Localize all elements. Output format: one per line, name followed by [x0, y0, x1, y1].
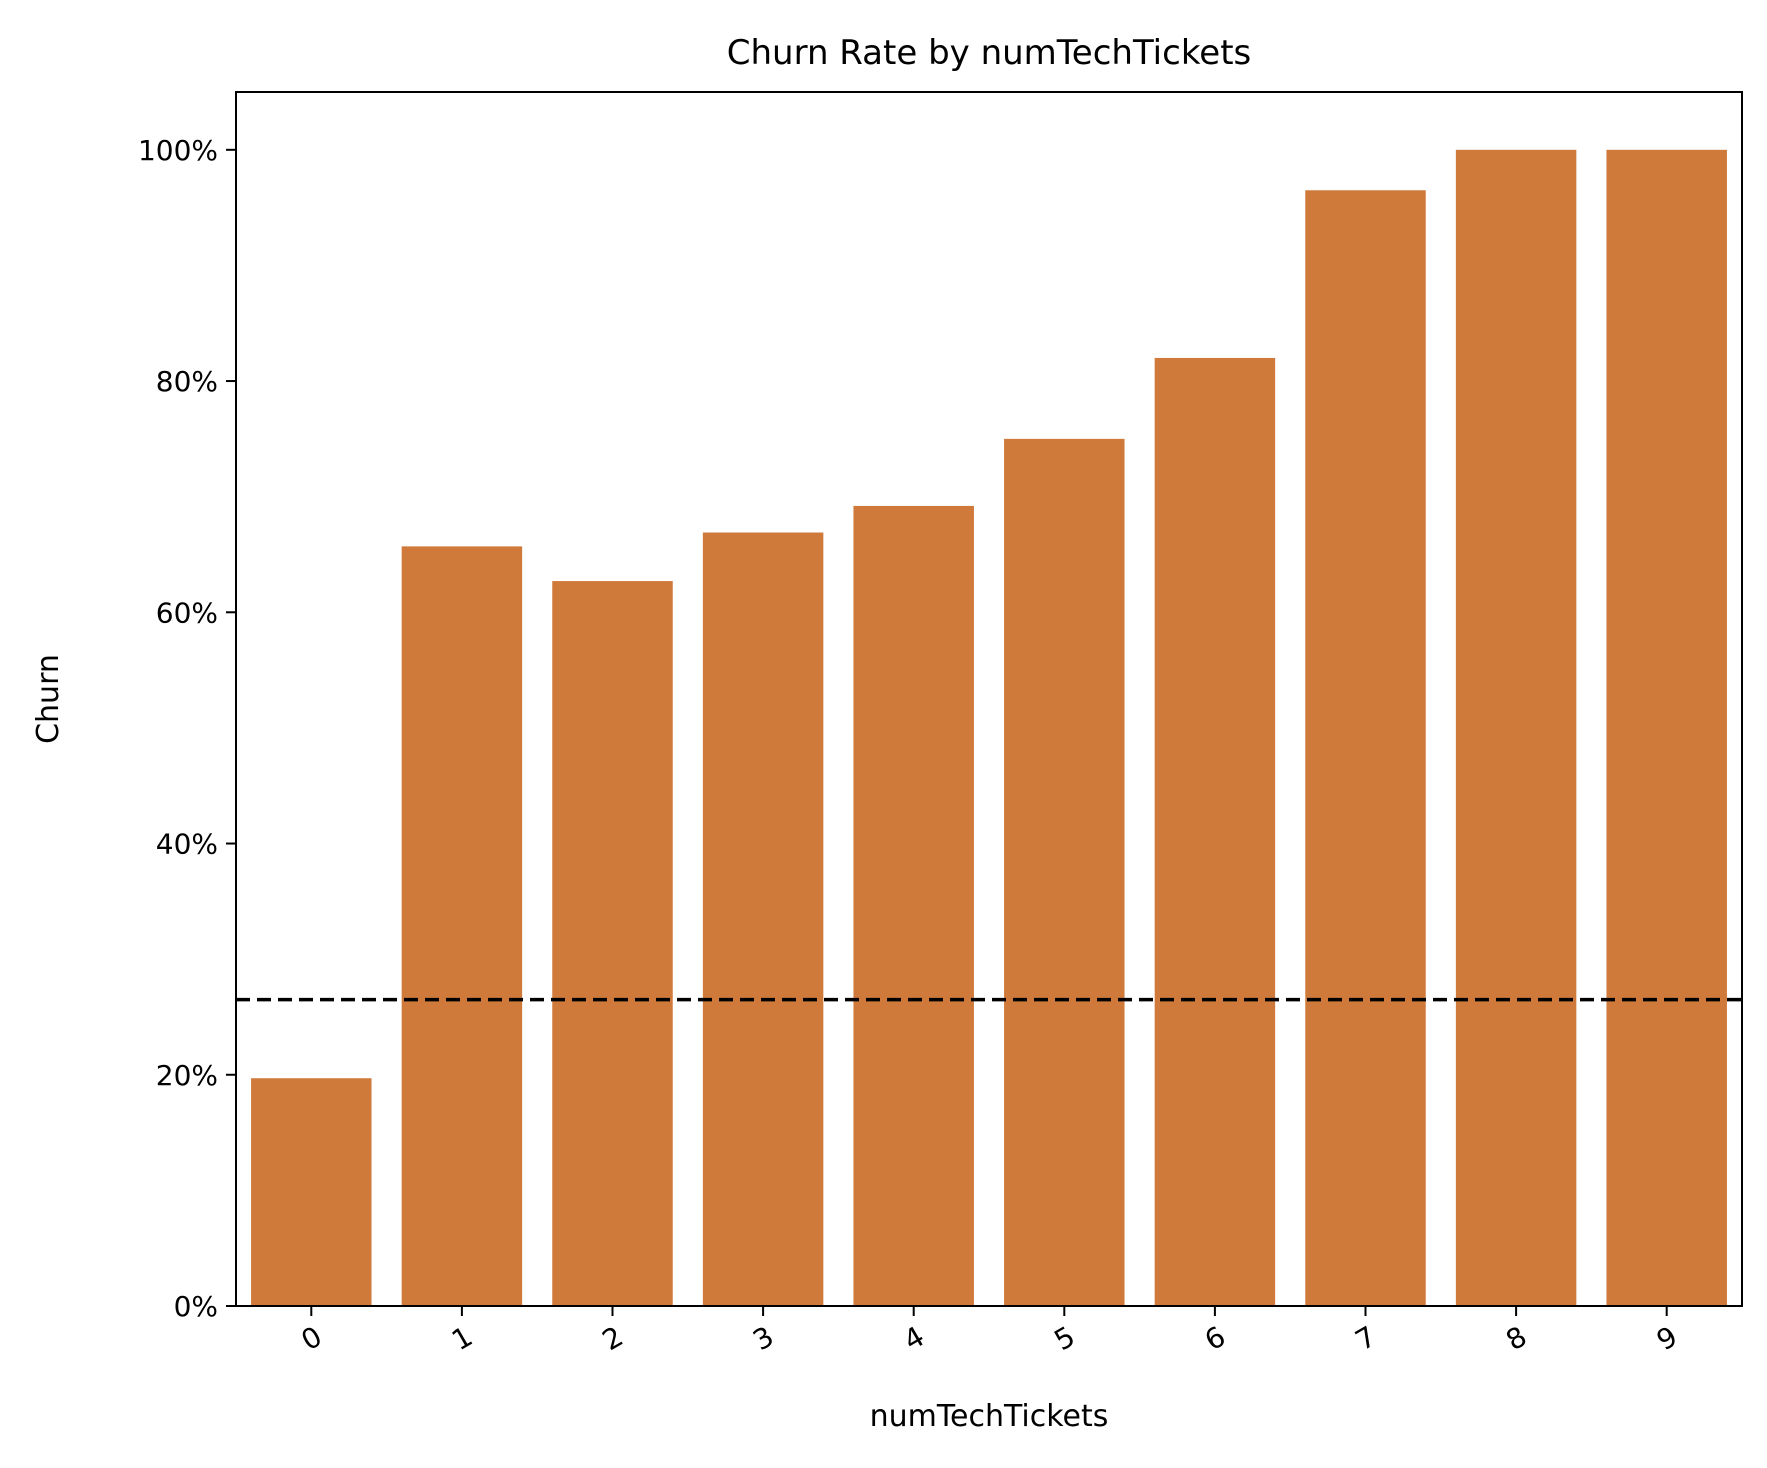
bar-8	[1455, 149, 1577, 1306]
x-axis-label: numTechTickets	[870, 1399, 1109, 1434]
x-axis-ticks: 0 1 2 3 4 5 6 7 8 9	[296, 1306, 1683, 1357]
y-tick-label: 100%	[138, 134, 218, 167]
x-tick-label: 9	[1651, 1320, 1683, 1357]
x-tick-label: 7	[1350, 1320, 1382, 1357]
x-tick-label: 2	[597, 1320, 629, 1357]
y-tick-label: 40%	[156, 828, 218, 861]
bar-1	[401, 546, 523, 1306]
x-tick-label: 0	[296, 1320, 328, 1357]
x-tick-label: 5	[1049, 1320, 1081, 1357]
y-axis-ticks: 0% 20% 40% 60% 80% 100%	[138, 134, 236, 1323]
x-tick-label: 8	[1500, 1320, 1532, 1357]
y-tick-label: 20%	[156, 1059, 218, 1092]
x-tick-label: 3	[747, 1320, 779, 1357]
bar-3	[702, 532, 824, 1306]
y-tick-label: 0%	[174, 1290, 218, 1323]
chart-title: Churn Rate by numTechTickets	[727, 33, 1252, 73]
bar-9	[1606, 149, 1727, 1306]
bar-6	[1154, 357, 1276, 1306]
x-tick-label: 1	[446, 1320, 478, 1357]
bars-group	[251, 149, 1727, 1307]
y-tick-label: 60%	[156, 596, 218, 629]
plot-frame	[235, 91, 1743, 1307]
bar-5	[1004, 438, 1125, 1306]
x-tick-label: 6	[1199, 1320, 1231, 1357]
bar-7	[1305, 190, 1426, 1307]
bar-0	[251, 1078, 372, 1306]
bar-2	[552, 581, 673, 1306]
y-axis-label: Churn	[31, 654, 66, 744]
y-tick-label: 80%	[156, 365, 218, 398]
bar-4	[853, 505, 974, 1306]
x-tick-label: 4	[898, 1320, 930, 1357]
